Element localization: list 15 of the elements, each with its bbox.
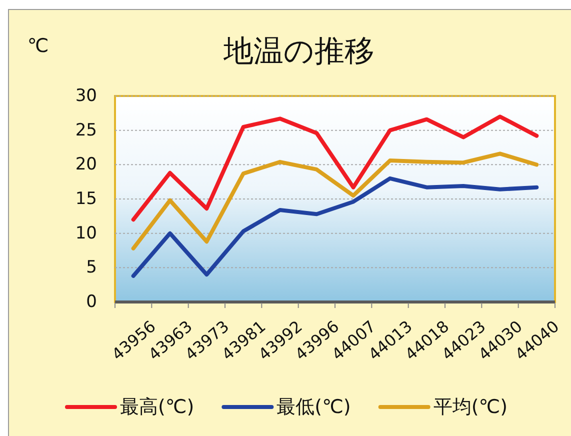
y-axis-title: ℃ [27, 35, 49, 57]
y-tick-label: 0 [86, 292, 97, 312]
y-tick-label: 5 [86, 258, 97, 278]
legend-label: 平均(℃) [433, 396, 508, 418]
y-tick-label: 20 [75, 154, 97, 175]
line-series [131, 152, 539, 250]
line-series [131, 176, 539, 278]
y-tick-label: 15 [75, 189, 97, 209]
y-tick-label: 25 [75, 120, 97, 140]
line-series [131, 114, 539, 222]
legend-label: 最低(℃) [276, 396, 351, 418]
y-tick-label: 30 [75, 86, 97, 106]
chart-title: 地温の推移 [222, 34, 374, 69]
legend-label: 最高(℃) [120, 396, 194, 418]
y-tick-label: 10 [75, 223, 97, 244]
